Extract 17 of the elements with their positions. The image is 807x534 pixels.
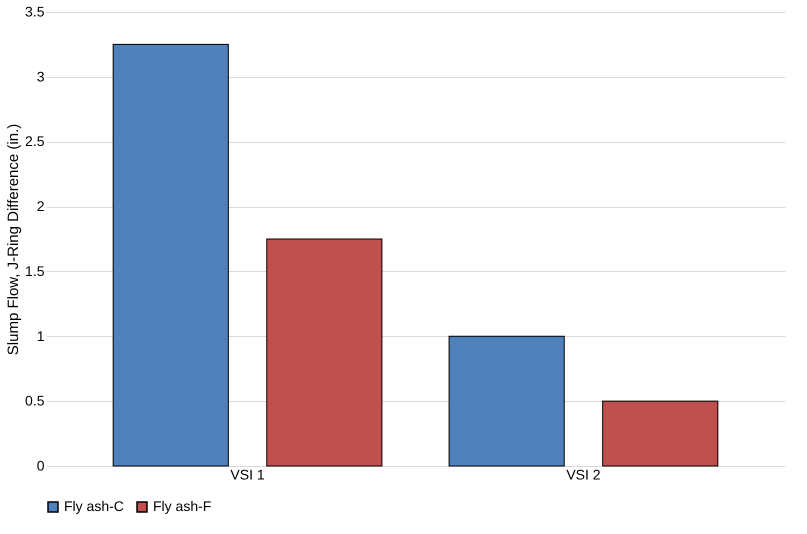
x-tick-label: VSI 1: [230, 466, 265, 482]
y-tick-label: 1.5: [25, 262, 45, 279]
bar: [266, 238, 382, 466]
bar: [602, 400, 718, 466]
y-tick-label: 2.5: [25, 133, 45, 150]
y-tick-label: 1: [36, 328, 45, 344]
y-tick-label: 3.5: [25, 4, 45, 20]
y-tick-label: 0: [36, 458, 45, 474]
y-tick-label: 2: [36, 198, 45, 214]
x-tick-label: VSI 2: [566, 466, 601, 482]
bar: [448, 336, 565, 466]
y-axis-title: Slump Flow, J-Ring Difference (in.): [5, 124, 22, 356]
bar: [112, 44, 229, 466]
y-tick-label: 3: [36, 68, 45, 84]
y-tick-label: 0.5: [25, 392, 45, 409]
legend-label: Fly ash-C: [64, 498, 124, 514]
legend-label: Fly ash-F: [153, 498, 212, 514]
